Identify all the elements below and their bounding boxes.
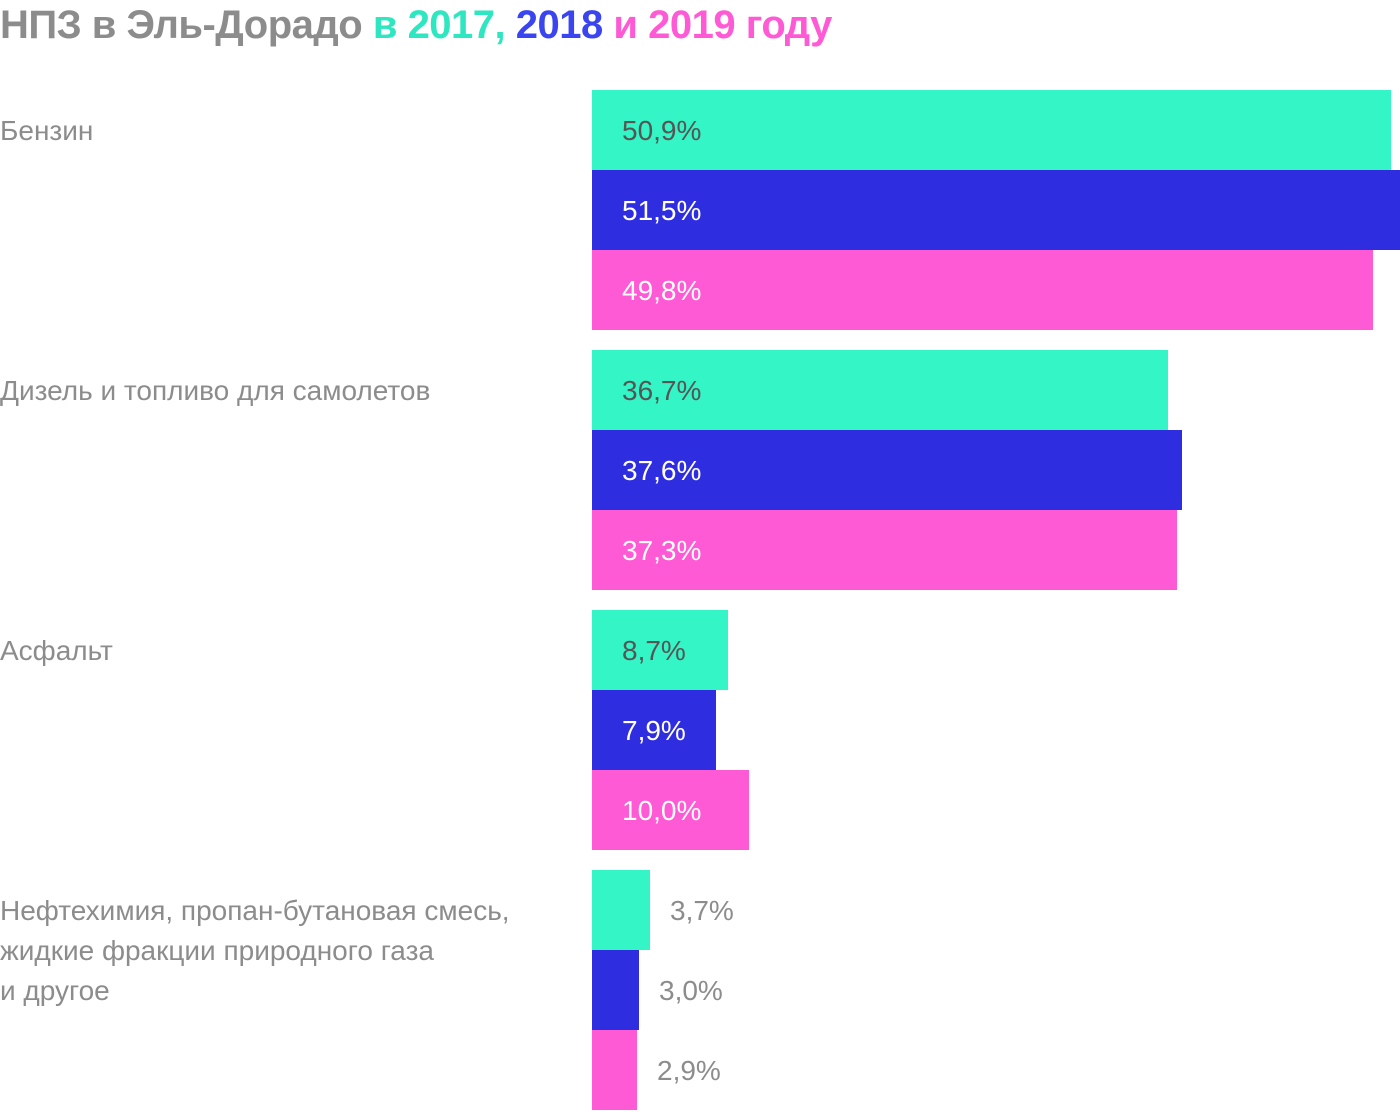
value-label: 37,3% (622, 535, 701, 566)
bar-2018-2 (592, 690, 716, 770)
title-suffix: году (745, 3, 833, 47)
title-year-2019: 2019 (648, 3, 736, 47)
bar-2018-0 (592, 170, 1400, 250)
bar-2017-2 (592, 610, 728, 690)
bar-2019-1 (592, 510, 1177, 590)
value-label: 51,5% (622, 195, 701, 226)
chart-title: НПЗ в Эль-Дорадо в 2017, 2018 и 2019 год… (0, 0, 832, 50)
category-label: Нефтехимия, пропан-бутановая смесь, (0, 895, 510, 926)
title-connector: в (372, 3, 398, 47)
bar-2019-0 (592, 250, 1373, 330)
value-label: 37,6% (622, 455, 701, 486)
value-label: 7,9% (622, 715, 686, 746)
value-label: 2,9% (657, 1055, 721, 1086)
category-label: жидкие фракции природного газа (0, 935, 434, 966)
title-year-2018: 2018 (515, 3, 603, 47)
title-main: НПЗ в Эль-Дорадо (0, 3, 363, 47)
category-label: Асфальт (0, 635, 113, 666)
value-label: 36,7% (622, 375, 701, 406)
value-label: 49,8% (622, 275, 701, 306)
bar-2017-3 (592, 870, 650, 950)
category-label: и другое (0, 975, 110, 1006)
value-label: 8,7% (622, 635, 686, 666)
value-label: 50,9% (622, 115, 701, 146)
category-label: Дизель и топливо для самолетов (0, 375, 430, 406)
bar-2018-1 (592, 430, 1182, 510)
bar-2019-2 (592, 770, 749, 850)
category-label: Бензин (0, 115, 93, 146)
title-and: и (613, 3, 638, 47)
value-label: 10,0% (622, 795, 701, 826)
bar-2017-0 (592, 90, 1391, 170)
value-label: 3,0% (659, 975, 723, 1006)
title-year-2017: 2017, (407, 3, 506, 47)
value-label: 3,7% (670, 895, 734, 926)
bar-2018-3 (592, 950, 639, 1030)
bar-2019-3 (592, 1030, 637, 1110)
bar-2017-1 (592, 350, 1168, 430)
